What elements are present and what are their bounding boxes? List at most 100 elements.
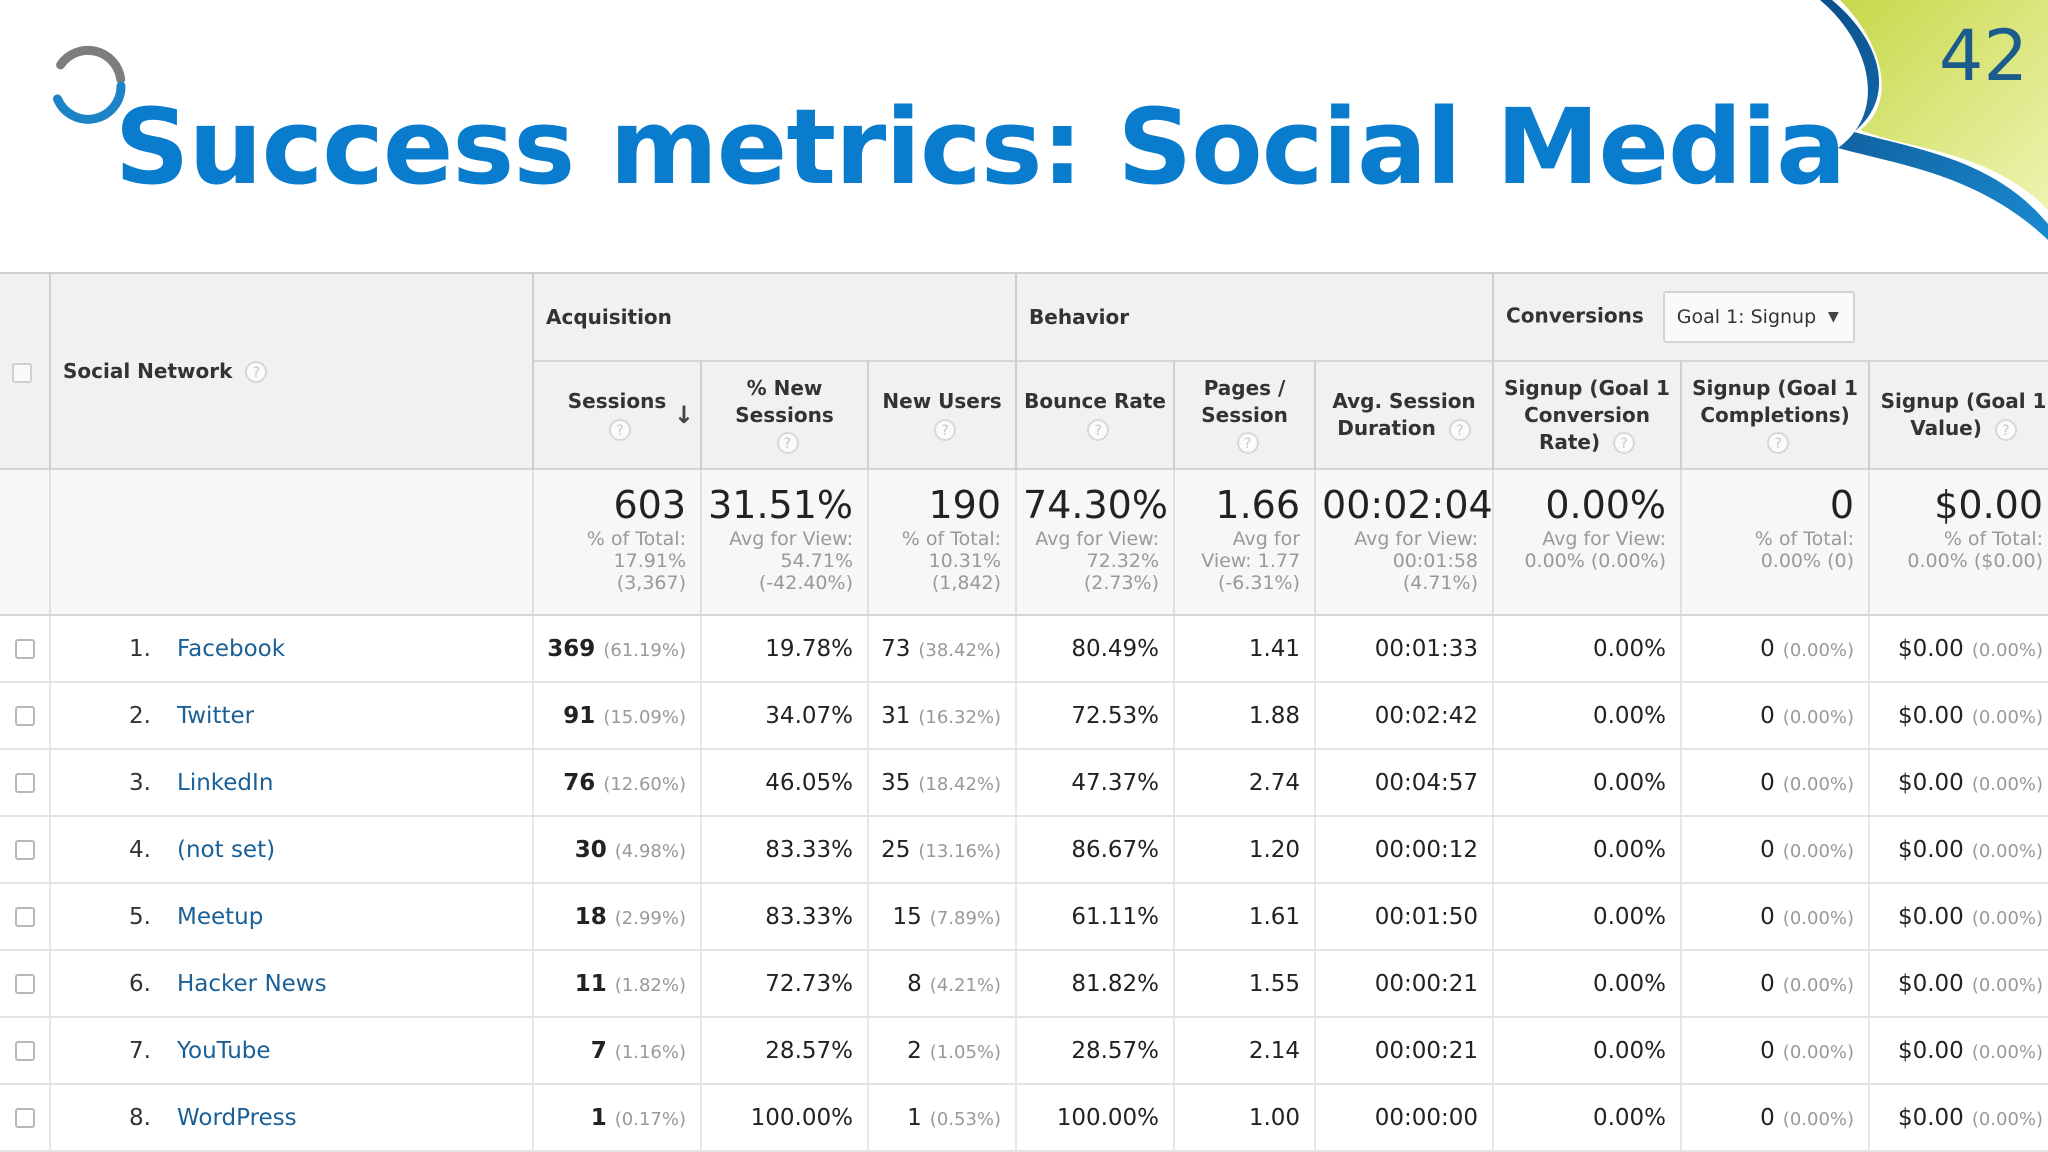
cell-value: 2.74: [1248, 769, 1301, 796]
cell-value: 00:04:57: [1374, 769, 1479, 796]
new-sessions-header-label: % New Sessions: [735, 375, 834, 427]
cell-value: 86.67%: [1071, 836, 1160, 863]
goal-select-dropdown[interactable]: Goal 1: Signup ▼: [1662, 291, 1855, 343]
sessions-header[interactable]: Sessions ? ↓: [533, 360, 702, 469]
help-icon[interactable]: ?: [934, 418, 957, 441]
network-link[interactable]: WordPress: [177, 1104, 297, 1131]
completions-cell: 0 (0.00%): [1681, 749, 1871, 817]
pages-cell: 2.74: [1174, 749, 1317, 817]
cell-value: 0: [1760, 1104, 1775, 1131]
network-link[interactable]: Twitter: [177, 702, 255, 729]
cell-share: (0.17%): [614, 1108, 686, 1130]
total-comparison-text: 0.00% (0.00%): [1524, 550, 1667, 572]
help-icon[interactable]: ?: [1613, 432, 1636, 454]
help-icon[interactable]: ?: [1994, 418, 2017, 441]
bounce-cell: 61.11%: [1016, 883, 1176, 951]
group-header-row: Social Network ? Acquisition Behavior Co…: [0, 272, 2048, 469]
row-checkbox[interactable]: [14, 840, 35, 860]
select-all-checkbox[interactable]: [12, 362, 32, 383]
row-checkbox[interactable]: [14, 639, 35, 659]
goal-value-header[interactable]: Signup (Goal 1 Value) ?: [1869, 360, 2048, 469]
page-curl-icon: [1820, 0, 2048, 240]
new-users-header[interactable]: New Users ?: [868, 360, 1018, 469]
completions-header[interactable]: Signup (Goal 1 Completions) ?: [1681, 360, 1871, 469]
conv-rate-cell: 0.00%: [1493, 615, 1683, 683]
row-index: 4.: [129, 836, 151, 863]
network-link[interactable]: YouTube: [177, 1037, 271, 1064]
total-value: 190: [928, 483, 1002, 527]
completions-cell: 0 (0.00%): [1681, 950, 1871, 1018]
row-checkbox[interactable]: [14, 706, 35, 726]
new-users-cell: 25 (13.16%): [868, 816, 1018, 884]
pages-session-header-label: Pages / Session: [1201, 375, 1288, 427]
row-checkbox[interactable]: [14, 907, 35, 927]
row-index: 8.: [129, 1104, 151, 1131]
network-link[interactable]: LinkedIn: [177, 769, 274, 796]
help-icon[interactable]: ?: [1087, 418, 1110, 441]
totals-blank-cell: [50, 468, 534, 616]
completions-cell: 0 (0.00%): [1681, 1017, 1871, 1085]
conv-rate-cell: 0.00%: [1493, 883, 1683, 951]
cell-value: 0.00%: [1592, 769, 1667, 796]
cell-value: 0: [1760, 702, 1775, 729]
cell-share: (4.21%): [929, 974, 1002, 996]
row-index: 6.: [129, 970, 151, 997]
conv-rate-cell: 0.00%: [1493, 816, 1683, 884]
value-cell: $0.00 (0.00%): [1869, 682, 2048, 750]
bounce-cell: 72.53%: [1016, 682, 1176, 750]
cell-value: $0.00: [1897, 970, 1964, 997]
pages-session-header[interactable]: Pages / Session ?: [1174, 360, 1317, 469]
social-network-header[interactable]: Social Network ?: [50, 272, 534, 469]
cell-value: 73: [881, 635, 911, 662]
sort-descending-icon[interactable]: ↓: [673, 401, 694, 429]
total-comparison-text: (4.71%): [1402, 572, 1479, 594]
help-icon[interactable]: ?: [1448, 418, 1471, 441]
cell-value: 30: [574, 836, 607, 863]
cell-value: 35: [881, 769, 911, 796]
row-checkbox[interactable]: [14, 1041, 35, 1061]
pages-cell: 1.55: [1174, 950, 1317, 1018]
total-value: 0.00%: [1545, 483, 1667, 527]
cell-value: 0.00%: [1592, 1104, 1667, 1131]
row-checkbox[interactable]: [14, 773, 35, 793]
help-icon[interactable]: ?: [245, 361, 268, 384]
bounce-rate-header[interactable]: Bounce Rate ?: [1016, 360, 1176, 469]
cell-value: 47.37%: [1071, 769, 1160, 796]
cell-value: $0.00: [1897, 702, 1964, 729]
total-bounce-cell: 74.30% Avg for View: 72.32% (2.73%): [1016, 468, 1176, 616]
help-icon[interactable]: ?: [1767, 432, 1790, 454]
cell-share: (7.89%): [929, 907, 1002, 929]
row-checkbox[interactable]: [14, 974, 35, 994]
value-cell: $0.00 (0.00%): [1869, 816, 2048, 884]
cell-share: (0.00%): [1971, 706, 2044, 728]
network-link[interactable]: (not set): [177, 836, 276, 863]
total-value: 74.30%: [1023, 483, 1168, 527]
network-link[interactable]: Facebook: [177, 635, 286, 662]
pages-cell: 1.61: [1174, 883, 1317, 951]
avg-session-duration-header[interactable]: Avg. Session Duration ?: [1315, 360, 1495, 469]
network-link[interactable]: Meetup: [177, 903, 264, 930]
cell-value: 28.57%: [765, 1037, 853, 1064]
cell-share: (16.32%): [918, 706, 1002, 728]
table-row: 6. Hacker News 11 (1.82%) 72.73% 8 (4.21%) 81.8…: [0, 950, 2048, 1018]
total-comparison-text: % of Total:: [1943, 528, 2044, 550]
row-index: 5.: [129, 903, 151, 930]
row-checkbox[interactable]: [14, 1108, 35, 1128]
table-row: 1. Facebook 369 (61.19%) 19.78% 73 (38.42%) 80.…: [0, 615, 2048, 683]
cell-value: 100.00%: [750, 1104, 853, 1131]
duration-cell: 00:00:21: [1315, 950, 1495, 1018]
conversion-rate-header[interactable]: Signup (Goal 1 Conversion Rate) ?: [1493, 360, 1683, 469]
network-link[interactable]: Hacker News: [177, 970, 327, 997]
help-icon[interactable]: ?: [1236, 432, 1259, 454]
row-index: 3.: [129, 769, 151, 796]
new-sessions-header[interactable]: % New Sessions ?: [701, 360, 869, 469]
network-name-cell: 4. (not set): [50, 816, 534, 884]
cell-value: 0: [1760, 1037, 1775, 1064]
cell-share: (0.00%): [1971, 1108, 2044, 1130]
cell-value: $0.00: [1897, 635, 1964, 662]
duration-cell: 00:00:12: [1315, 816, 1495, 884]
network-name-cell: 8. WordPress: [50, 1084, 534, 1152]
cell-value: 18: [574, 903, 607, 930]
help-icon[interactable]: ?: [776, 432, 799, 454]
help-icon[interactable]: ?: [609, 418, 631, 441]
